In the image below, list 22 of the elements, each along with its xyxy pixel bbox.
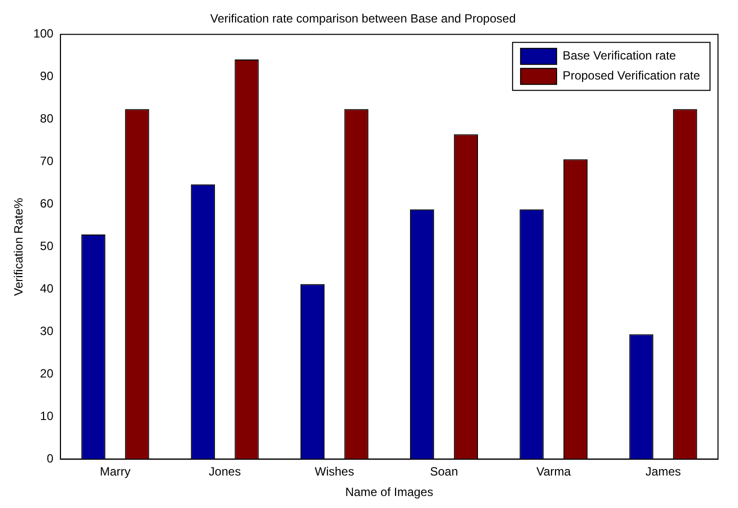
chart-title: Verification rate comparison between Base and Proposed <box>210 12 516 26</box>
x-tick-label: Soan <box>430 464 458 479</box>
legend-label: Base Verification rate <box>562 48 676 63</box>
y-tick-label: 60 <box>40 196 54 211</box>
y-tick-label: 20 <box>40 366 54 381</box>
y-tick-label: 70 <box>40 154 54 168</box>
x-tick-label: Marry <box>100 464 131 479</box>
x-tick-label: Wishes <box>314 464 354 479</box>
y-tick-label: 80 <box>40 112 54 126</box>
y-tick-label: 50 <box>40 239 54 254</box>
x-tick-label: James <box>646 464 681 479</box>
x-tick-label: Jones <box>208 464 241 479</box>
y-tick-label: 30 <box>40 324 54 338</box>
legend-label: Proposed Verification rate <box>562 68 700 83</box>
y-tick-label: 90 <box>40 69 54 84</box>
y-axis-title: Verification Rate% <box>12 197 26 296</box>
y-tick-label: 40 <box>40 282 54 296</box>
x-axis-title: Name of Images <box>345 485 434 500</box>
y-tick-label: 100 <box>33 26 54 41</box>
y-tick-label: 10 <box>40 409 54 424</box>
y-tick-label: 0 <box>46 452 54 466</box>
x-tick-label: Varma <box>536 464 572 479</box>
